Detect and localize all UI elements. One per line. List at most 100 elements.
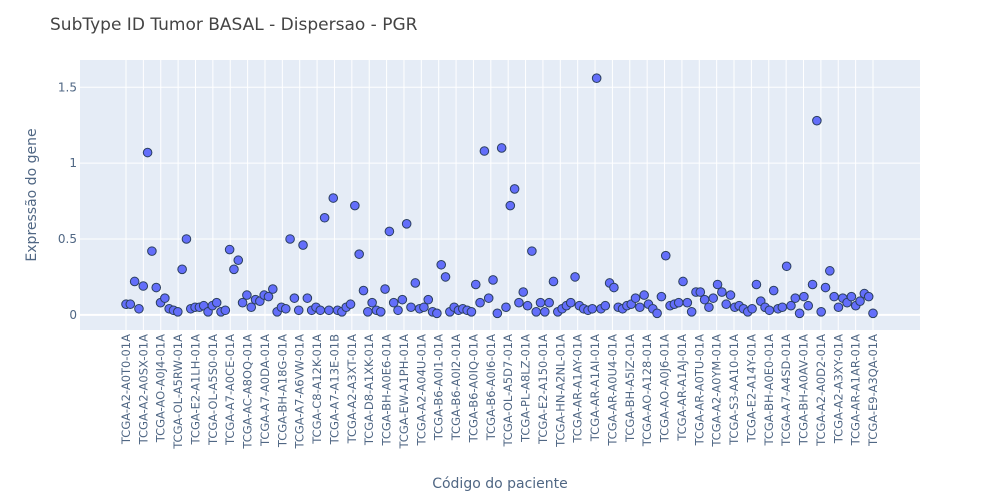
data-point xyxy=(781,261,792,272)
data-point xyxy=(829,291,839,302)
x-tick-label: TCGA-A7-A4SD-01A xyxy=(779,334,793,447)
data-point xyxy=(470,279,481,290)
x-tick-label: TCGA-AO-A128-01A xyxy=(640,334,654,447)
data-point xyxy=(825,266,835,276)
data-point xyxy=(635,302,645,313)
data-point xyxy=(764,305,775,316)
data-point xyxy=(388,297,399,308)
data-point xyxy=(483,293,494,303)
x-tick-label: TCGA-AO-A0J6-01A xyxy=(658,334,672,443)
data-point xyxy=(695,287,706,297)
data-point xyxy=(686,306,697,317)
data-point xyxy=(229,264,239,275)
data-point xyxy=(211,297,222,308)
data-point xyxy=(518,287,529,297)
data-point xyxy=(393,305,403,316)
x-tick-label: TCGA-AR-A0U4-01A xyxy=(605,334,619,447)
x-tick-label: TCGA-A2-A0YM-01A xyxy=(710,334,724,448)
x-tick-label: TCGA-C8-A12K-01A xyxy=(310,334,324,445)
data-point xyxy=(747,303,757,314)
x-tick-label: TCGA-AR-A1AJ-01A xyxy=(675,334,689,442)
data-point xyxy=(527,246,537,256)
data-point xyxy=(319,212,330,223)
data-point xyxy=(436,259,447,270)
data-point xyxy=(721,299,731,310)
data-point xyxy=(401,219,412,229)
data-point xyxy=(708,293,719,303)
plot-area xyxy=(80,60,920,330)
x-tick-label: TCGA-E2-A1LH-01A xyxy=(188,334,202,446)
x-tick-label: TCGA-A7-A6VW-01A xyxy=(293,334,307,450)
x-tick-label: TCGA-A2-A0SX-01A xyxy=(136,334,150,445)
x-tick-label: TCGA-BH-A0E6-01A xyxy=(380,334,394,447)
data-point xyxy=(298,240,308,250)
data-point xyxy=(354,249,364,259)
data-point xyxy=(134,303,144,314)
data-point xyxy=(151,282,162,293)
data-point xyxy=(522,300,533,311)
data-point xyxy=(790,293,801,303)
data-point xyxy=(268,284,278,294)
data-point xyxy=(501,302,511,313)
data-point xyxy=(142,147,153,158)
data-point xyxy=(263,291,274,302)
data-point xyxy=(807,279,818,290)
x-tick-label: TCGA-BH-A0AV-01A xyxy=(797,334,811,446)
data-point xyxy=(548,276,559,287)
x-tick-label: TCGA-A2-A3XT-01A xyxy=(345,334,359,444)
x-tick-label: TCGA-A2-A0D2-01A xyxy=(814,334,828,447)
data-point xyxy=(246,302,257,313)
data-point xyxy=(630,293,641,303)
data-points xyxy=(121,73,878,319)
data-point xyxy=(173,306,183,317)
data-point xyxy=(509,184,520,194)
data-point xyxy=(656,291,667,302)
data-point xyxy=(712,279,723,290)
data-point xyxy=(799,291,809,302)
data-point xyxy=(358,285,369,296)
x-tick-label: TCGA-BH-A18G-01A xyxy=(275,334,289,448)
data-point xyxy=(220,305,231,316)
data-point xyxy=(820,282,831,293)
y-axis-title: Expressão do gene xyxy=(24,128,40,261)
x-tick-label: TCGA-AR-A1AI-01A xyxy=(588,334,602,442)
x-tick-label: TCGA-B6-A0I6-01A xyxy=(484,334,498,441)
data-point xyxy=(565,297,576,308)
x-tick-label: TCGA-A7-A0DA-01A xyxy=(258,334,272,447)
data-point xyxy=(678,276,688,287)
data-point xyxy=(717,287,727,297)
x-tick-label: TCGA-B6-A0IQ-01A xyxy=(466,334,480,443)
data-point xyxy=(777,302,788,313)
x-tick-label: TCGA-BH-A0E0-01A xyxy=(762,334,776,447)
data-point xyxy=(423,294,434,305)
x-tick-label: TCGA-AR-A0TU-01A xyxy=(692,334,706,447)
x-tick-label: TCGA-A2-A0T0-01A xyxy=(119,334,133,445)
data-point xyxy=(475,297,485,308)
data-point xyxy=(846,291,857,302)
data-point xyxy=(419,302,429,313)
x-tick-label: TCGA-B6-A0I2-01A xyxy=(449,334,463,441)
data-point xyxy=(803,300,814,311)
data-point xyxy=(812,115,822,126)
data-point xyxy=(540,306,550,317)
data-point xyxy=(652,308,662,319)
x-tick-label: TCGA-A7-A13E-01B xyxy=(327,334,341,445)
data-point xyxy=(129,276,140,287)
data-point xyxy=(177,264,187,275)
data-point xyxy=(328,193,339,203)
data-point xyxy=(242,290,252,300)
data-point xyxy=(410,278,421,288)
data-point xyxy=(380,284,390,294)
x-tick-label: TCGA-AC-A8OQ-01A xyxy=(241,334,255,450)
x-tick-label: TCGA-OL-A5S0-01A xyxy=(206,334,220,446)
x-tick-label: TCGA-E9-A3QA-01A xyxy=(866,334,880,447)
data-point xyxy=(587,303,598,314)
data-point xyxy=(293,305,304,316)
data-point xyxy=(833,302,844,313)
data-point xyxy=(289,293,300,303)
data-point xyxy=(531,306,542,317)
data-point xyxy=(406,302,416,313)
data-point xyxy=(816,306,826,317)
data-point xyxy=(345,299,356,310)
